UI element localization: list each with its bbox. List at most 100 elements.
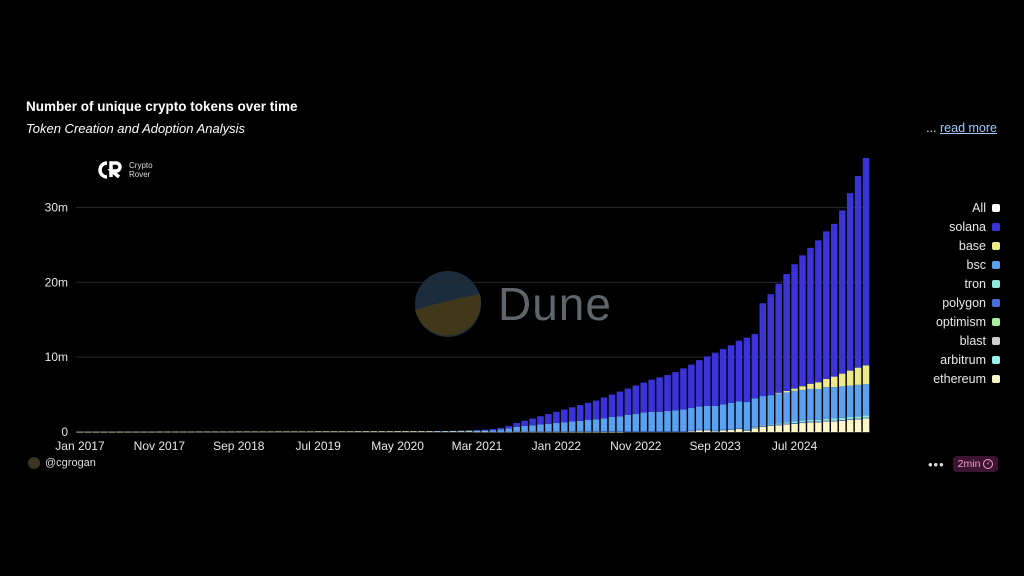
bar-polygon[interactable] [838,420,846,421]
bar-bsc[interactable] [846,385,854,418]
bar-tron[interactable] [759,425,767,427]
bar-ethereum[interactable] [235,431,243,433]
bar-bsc[interactable] [838,386,846,418]
bar-polygon[interactable] [727,429,735,430]
bar-solana[interactable] [791,267,798,389]
bar-bsc[interactable] [783,392,790,423]
bar-bsc[interactable] [688,408,695,431]
bar-polygon[interactable] [696,429,703,431]
bar-tron[interactable] [783,422,790,424]
bar-solana[interactable] [505,426,512,429]
bar-bsc[interactable] [513,426,520,432]
bar-ethereum[interactable] [735,429,743,432]
bar-solana[interactable] [735,341,743,402]
bar-ethereum[interactable] [251,431,258,433]
bar-bsc[interactable] [862,384,870,416]
bar-polygon[interactable] [584,431,592,432]
bar-solana[interactable] [513,423,520,427]
bar-ethereum[interactable] [132,431,139,433]
bar-bsc[interactable] [664,411,671,432]
bar-ethereum[interactable] [171,431,179,433]
bar-ethereum[interactable] [815,422,822,432]
bar-bsc[interactable] [497,429,505,432]
bar-solana[interactable] [838,213,846,374]
bar-ethereum[interactable] [751,428,759,432]
bar-ethereum[interactable] [410,431,417,432]
bar-base[interactable] [838,373,846,387]
bar-other[interactable] [759,303,767,306]
bar-bsc[interactable] [473,430,481,432]
bar-ethereum[interactable] [608,431,616,433]
bar-ethereum[interactable] [831,421,838,432]
bar-ethereum[interactable] [108,431,115,433]
bar-ethereum[interactable] [727,429,735,432]
bar-bsc[interactable] [680,409,687,432]
bar-bsc[interactable] [441,431,449,432]
bar-ethereum[interactable] [616,431,624,433]
bar-ethereum[interactable] [354,431,362,432]
bar-polygon[interactable] [632,431,640,432]
bar-base[interactable] [823,379,830,388]
bar-polygon[interactable] [505,431,512,433]
bar-ethereum[interactable] [140,431,147,433]
bar-base[interactable] [807,383,814,389]
bar-bsc[interactable] [457,430,465,432]
bar-polygon[interactable] [497,431,505,433]
bar-tron[interactable] [799,420,806,423]
bar-ethereum[interactable] [275,431,282,433]
bar-ethereum[interactable] [314,431,322,432]
bar-bsc[interactable] [545,423,552,432]
bar-ethereum[interactable] [227,431,235,433]
bar-other[interactable] [838,210,846,214]
bar-bsc[interactable] [696,406,703,430]
bar-base[interactable] [854,367,862,385]
bar-solana[interactable] [783,276,790,391]
read-more-link[interactable]: read more [940,121,997,135]
bar-solana[interactable] [711,353,719,406]
bar-polygon[interactable] [751,427,759,429]
bar-bsc[interactable] [751,398,759,427]
bar-ethereum[interactable] [449,431,457,432]
bar-ethereum[interactable] [799,423,806,432]
bar-solana[interactable] [846,196,854,371]
bar-polygon[interactable] [711,430,719,432]
bar-solana[interactable] [815,244,822,383]
bar-ethereum[interactable] [862,418,870,432]
bar-bsc[interactable] [799,389,806,421]
bar-ethereum[interactable] [362,431,370,432]
bar-ethereum[interactable] [76,431,84,433]
bar-tron[interactable] [815,419,822,422]
bar-bsc[interactable] [656,411,663,432]
bar-ethereum[interactable] [219,431,227,433]
bar-tron[interactable] [854,416,862,419]
bar-bsc[interactable] [481,430,489,432]
bar-other[interactable] [783,274,790,277]
bar-polygon[interactable] [513,431,520,432]
bar-bsc[interactable] [719,404,727,430]
bar-bsc[interactable] [632,414,640,432]
bar-solana[interactable] [592,400,600,420]
more-options-icon[interactable]: ••• [928,456,945,472]
bar-ethereum[interactable] [259,431,266,433]
bar-ethereum[interactable] [187,431,195,433]
bar-ethereum[interactable] [823,421,830,432]
bar-polygon[interactable] [640,431,647,432]
bar-base[interactable] [775,392,782,394]
bar-solana[interactable] [632,385,640,415]
bar-polygon[interactable] [656,431,663,432]
bar-bsc[interactable] [489,430,497,432]
bar-polygon[interactable] [791,423,798,424]
bar-bsc[interactable] [743,402,751,430]
legend-item-arbitrum[interactable]: arbitrum [900,350,1000,369]
bar-ethereum[interactable] [576,431,584,433]
bar-solana[interactable] [584,402,592,421]
bar-bsc[interactable] [529,425,536,432]
bar-polygon[interactable] [592,431,600,432]
bar-ethereum[interactable] [688,431,695,432]
legend-item-ethereum[interactable]: ethereum [900,369,1000,388]
bar-polygon[interactable] [608,431,616,432]
bar-bsc[interactable] [727,402,735,429]
bar-ethereum[interactable] [156,431,163,433]
bar-polygon[interactable] [846,419,854,421]
bar-other[interactable] [767,294,774,297]
